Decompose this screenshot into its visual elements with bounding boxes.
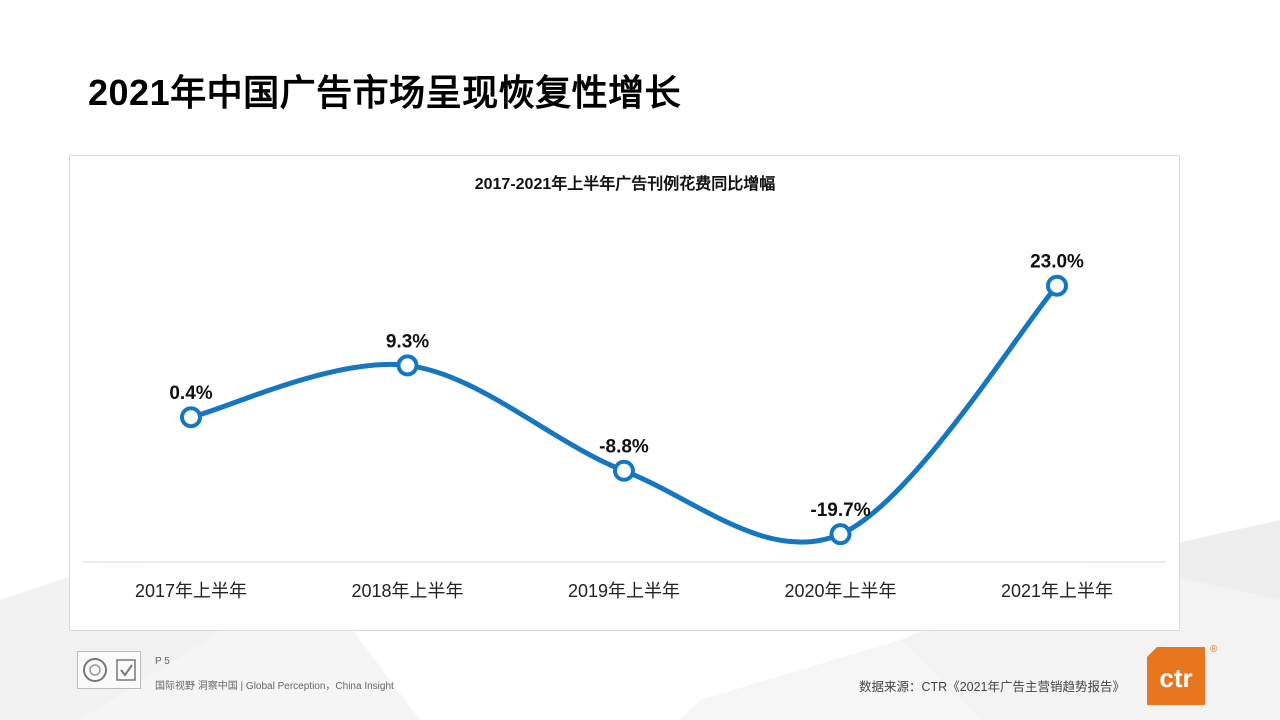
data-source: 数据来源：CTR《2021年广告主营销趋势报告》 (859, 680, 1125, 694)
data-point (829, 523, 852, 546)
ctr-logo: ctr (1147, 647, 1205, 705)
data-point (396, 354, 419, 377)
ctr-logo-text: ctr (1159, 663, 1192, 693)
data-label: 0.4% (169, 383, 212, 404)
line-chart: 2017-2021年上半年广告刊例花费同比增幅 0.4% 9.3% -8.8% -19… (83, 174, 1166, 601)
footer-slogan: 国际视野 洞察中国 | Global Perception，China Insi… (155, 681, 394, 692)
series-line (188, 283, 1060, 545)
labels-layer: 0.4% 9.3% -8.8% -19.7% 23.0% (169, 252, 1084, 521)
x-tick-label: 2017年上半年 (135, 581, 247, 601)
x-tick-label: 2021年上半年 (1001, 581, 1113, 601)
chart-title: 2017-2021年上半年广告刊例花费同比增幅 (475, 174, 776, 193)
sgs-seal-icon (82, 658, 107, 682)
data-label: -8.8% (599, 437, 649, 458)
registered-mark: ® (1210, 644, 1218, 655)
data-point (613, 459, 635, 482)
series-layer (188, 283, 1060, 545)
data-label: 23.0% (1030, 252, 1084, 273)
data-point (1046, 274, 1068, 297)
check-seal-icon (115, 659, 136, 681)
data-label: -19.7% (810, 500, 870, 521)
page-number: P 5 (155, 656, 170, 667)
x-tick-label: 2019年上半年 (568, 581, 680, 601)
page-title: 2021年中国广告市场呈现恢复性增长 (88, 72, 682, 113)
ticks-layer: 2017年上半年 2018年上半年 2019年上半年 2020年上半年 2021年上半年 (135, 581, 1113, 601)
x-tick-label: 2020年上半年 (784, 581, 896, 601)
data-point (180, 406, 202, 429)
certification-logo (77, 651, 141, 689)
x-tick-label: 2018年上半年 (351, 581, 463, 601)
marks-layer (180, 274, 1068, 546)
data-label: 9.3% (386, 331, 429, 352)
